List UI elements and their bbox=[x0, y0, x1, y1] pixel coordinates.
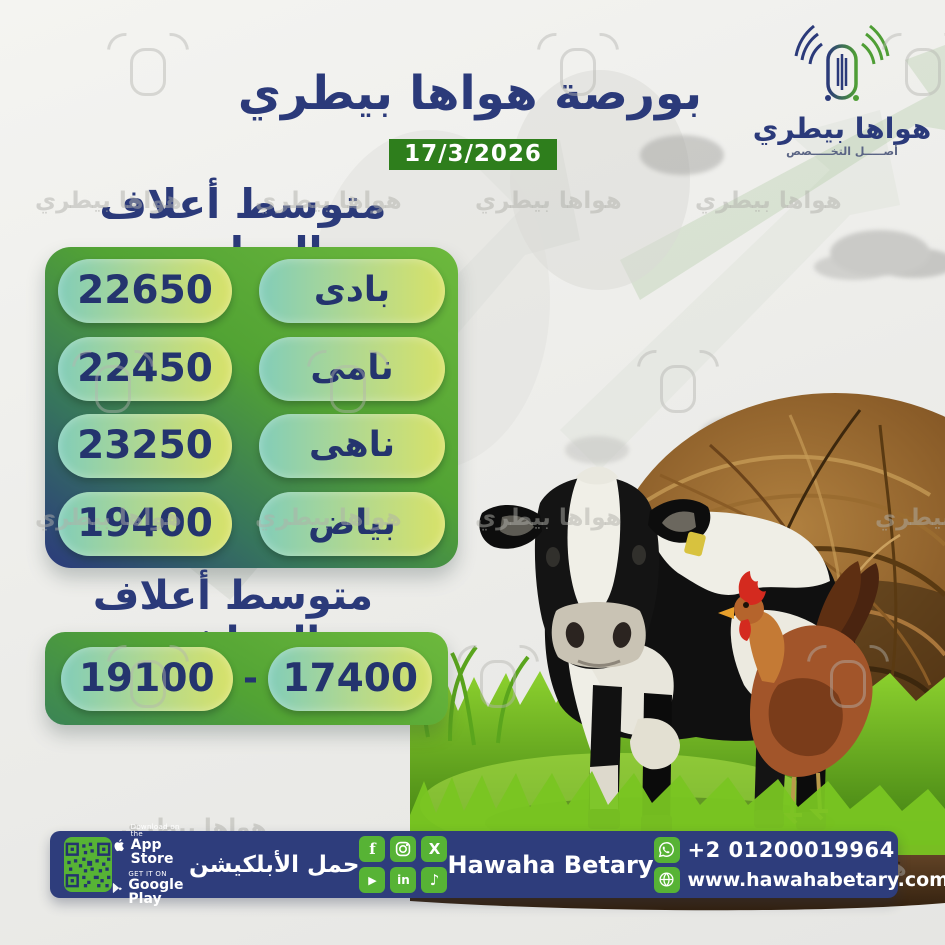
date-badge: 17/3/2026 bbox=[389, 139, 557, 170]
cloud bbox=[640, 135, 724, 175]
feed-row-nami: 22450 نامى bbox=[58, 336, 445, 401]
instagram-icon[interactable] bbox=[390, 836, 417, 862]
feed-price: 19400 bbox=[58, 491, 232, 556]
livestock-price-max: 19100 bbox=[61, 646, 233, 711]
website-url: www.hawahabetary.com bbox=[687, 868, 945, 891]
cloud bbox=[565, 436, 629, 464]
microphone-logo-icon bbox=[794, 24, 890, 101]
livestock-price-min: 17400 bbox=[268, 646, 432, 711]
qr-code-icon bbox=[65, 842, 111, 887]
feed-type: بياض bbox=[259, 491, 445, 556]
youtube-icon[interactable]: ▶ bbox=[359, 867, 386, 893]
feed-price: 23250 bbox=[58, 414, 232, 479]
feed-price: 22450 bbox=[58, 336, 232, 401]
brand-name: هواها بيطري bbox=[752, 112, 932, 145]
x-twitter-icon[interactable]: X bbox=[421, 836, 448, 862]
qr-code[interactable] bbox=[64, 837, 112, 892]
feed-type: ناهى bbox=[259, 414, 445, 479]
globe-icon bbox=[653, 866, 680, 893]
social-icons: f X ▶ in ♪ bbox=[359, 836, 448, 893]
contact-block: +2 01200019964 www.hawahabetary.com bbox=[653, 836, 945, 893]
brand-logo: هواها بيطري أصـــــل التخـــــصص bbox=[752, 24, 932, 158]
page-title: بورصة هواها بيطري bbox=[237, 66, 703, 121]
facebook-icon[interactable]: f bbox=[359, 836, 386, 862]
linkedin-icon[interactable]: in bbox=[390, 867, 417, 893]
feed-price: 22650 bbox=[58, 259, 232, 323]
store-big-text: Google Play bbox=[128, 876, 184, 907]
google-play-icon bbox=[112, 883, 122, 893]
feed-row-nahi: 23250 ناهى bbox=[58, 414, 445, 479]
feed-row-badi: 22650 بادى bbox=[58, 259, 445, 323]
apple-icon bbox=[114, 838, 124, 851]
app-store-badge[interactable]: Download on the App Store bbox=[112, 822, 189, 867]
cloud bbox=[830, 230, 930, 276]
poultry-prices-panel: 22650 بادى 22450 نامى 23250 ناهى 19400 ب… bbox=[45, 247, 458, 568]
feed-type: بادى bbox=[259, 259, 445, 323]
phone-row[interactable]: +2 01200019964 bbox=[653, 836, 945, 863]
tiktok-icon[interactable]: ♪ bbox=[421, 867, 448, 893]
footer-bar: Download on the App Store GET IT ON Google… bbox=[50, 823, 945, 906]
chicken-illustration bbox=[718, 561, 879, 825]
range-dash: - bbox=[243, 658, 258, 699]
brand-tagline: أصـــــل التخـــــصص bbox=[786, 145, 898, 158]
livestock-price-panel: 19100 - 17400 bbox=[45, 632, 448, 725]
store-badges: Download on the App Store GET IT ON Google… bbox=[112, 822, 189, 907]
store-small-text: Download on the bbox=[130, 822, 180, 838]
google-play-badge[interactable]: GET IT ON Google Play bbox=[112, 869, 189, 907]
store-small-text: GET IT ON bbox=[128, 869, 167, 878]
phone-number: +2 01200019964 bbox=[687, 837, 895, 862]
feed-row-bayad: 19400 بياض bbox=[58, 491, 445, 556]
store-big-text: App Store bbox=[130, 836, 174, 867]
brand-name-latin: Hawaha Betary bbox=[447, 850, 654, 879]
download-app-label: حمل الأبلكيشن bbox=[189, 851, 360, 878]
whatsapp-icon bbox=[653, 836, 680, 863]
feed-type: نامى bbox=[259, 336, 445, 401]
website-row[interactable]: www.hawahabetary.com bbox=[653, 866, 945, 893]
